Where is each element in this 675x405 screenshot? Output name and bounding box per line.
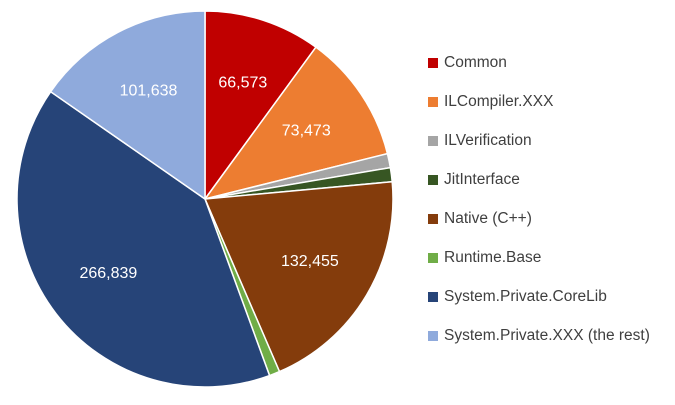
legend-item-jitinterface: JitInterface: [428, 169, 673, 208]
pie-slice-system-private-corelib: [16, 90, 271, 388]
data-label-system-private-xxx-the-rest: 101,638: [120, 82, 178, 99]
legend-item-system-private-xxx-the-rest: System.Private.XXX (the rest): [428, 325, 673, 364]
legend-label: ILCompiler.XXX: [444, 93, 554, 110]
legend-label: ILVerification: [444, 132, 532, 149]
data-label-native-c: 132,455: [281, 253, 339, 270]
legend-swatch: [428, 175, 438, 185]
data-label-system-private-corelib: 266,839: [79, 265, 137, 282]
legend-label: Common: [444, 54, 507, 71]
chart-legend: Common ILCompiler.XXX ILVerification JitInt…: [428, 52, 673, 364]
pie-slice-common: [204, 10, 317, 202]
data-label-common: 66,573: [218, 75, 267, 92]
legend-label: Runtime.Base: [444, 249, 542, 266]
legend-label: Native (C++): [444, 210, 532, 227]
pie-slices: [16, 10, 394, 388]
pie-data-labels: 66,573 73,473 132,455 266,839 101,638: [79, 75, 338, 282]
legend-item-ilverification: ILVerification: [428, 130, 673, 169]
legend-swatch: [428, 97, 438, 107]
legend-item-native-c: Native (C++): [428, 208, 673, 247]
legend-swatch: [428, 136, 438, 146]
legend-label: System.Private.CoreLib: [444, 288, 607, 305]
legend-swatch: [428, 58, 438, 68]
legend-item-ilcompiler-xxx: ILCompiler.XXX: [428, 91, 673, 130]
legend-swatch: [428, 292, 438, 302]
legend-item-common: Common: [428, 52, 673, 91]
legend-label: JitInterface: [444, 171, 520, 188]
data-label-ilcompiler-xxx: 73,473: [282, 122, 331, 139]
pie-slice-native-c: [203, 180, 394, 373]
legend-swatch: [428, 331, 438, 341]
legend-swatch: [428, 253, 438, 263]
pie-slice-ilcompiler-xxx: [203, 46, 389, 201]
pie-slice-system-private-xxx-the-rest: [49, 10, 206, 201]
legend-item-system-private-corelib: System.Private.CoreLib: [428, 286, 673, 325]
legend-swatch: [428, 214, 438, 224]
legend-item-runtime-base: Runtime.Base: [428, 247, 673, 286]
legend-label: System.Private.XXX (the rest): [444, 327, 650, 344]
